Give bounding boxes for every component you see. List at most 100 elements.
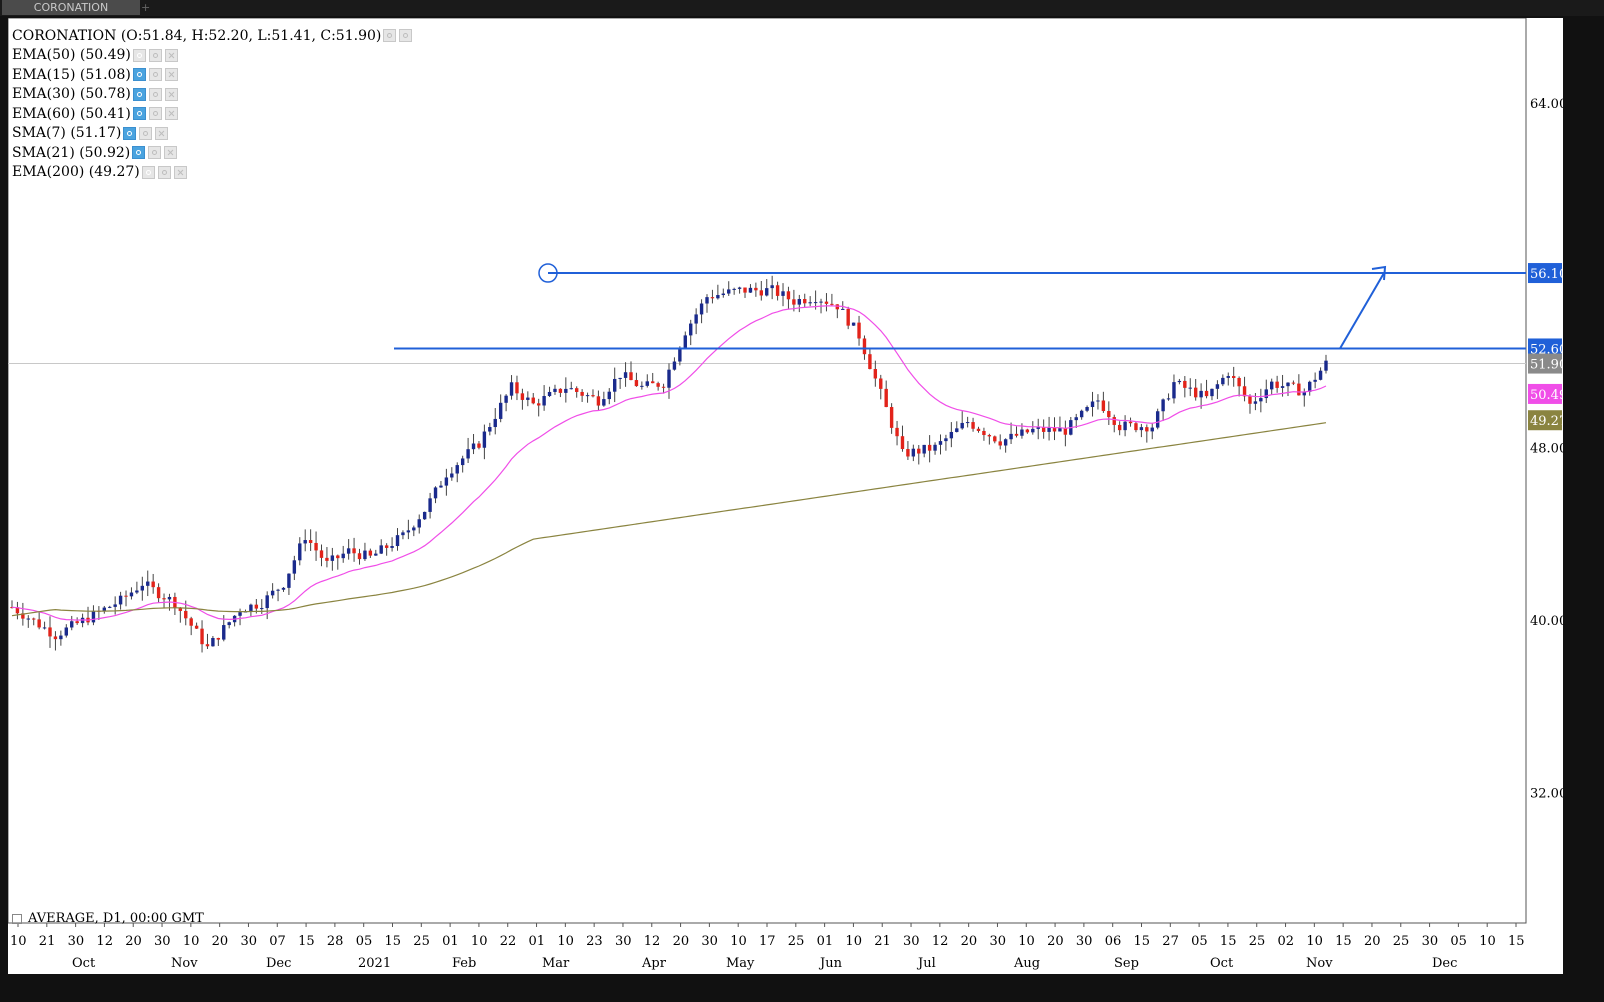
- candle-body: [260, 608, 264, 610]
- candle-body: [59, 635, 63, 640]
- candle-body: [135, 590, 139, 593]
- candle-body: [895, 427, 899, 437]
- chart-canvas[interactable]: 64.0048.0040.0032.0056.1052.6051.9050.49…: [8, 18, 1563, 974]
- candle-body: [455, 465, 459, 474]
- candle-body: [889, 407, 894, 428]
- candle-body: [401, 532, 405, 536]
- x-axis-label: 20: [673, 934, 690, 949]
- eye-icon[interactable]: [132, 146, 146, 160]
- candle-body: [786, 291, 791, 300]
- candle-body: [249, 604, 253, 612]
- candle-body: [965, 422, 970, 424]
- x-axis-label: 30: [615, 934, 632, 949]
- candle-body: [1313, 379, 1317, 382]
- eye-icon[interactable]: [132, 68, 146, 82]
- gear-icon[interactable]: [148, 48, 162, 62]
- x-axis-label: 10: [845, 934, 862, 949]
- candle-body: [1025, 429, 1030, 433]
- chart-legend: CORONATION (O:51.84, H:52.20, L:51.41, C…: [12, 26, 415, 182]
- candle-body: [1139, 427, 1144, 431]
- legend-indicator: SMA(21) (50.92): [12, 143, 415, 163]
- gear-icon[interactable]: [383, 29, 397, 43]
- gear-icon[interactable]: [399, 29, 413, 43]
- candle-body: [406, 530, 411, 533]
- close-icon[interactable]: [164, 87, 178, 101]
- candle-body: [498, 402, 503, 419]
- candle-body: [238, 612, 242, 616]
- close-icon[interactable]: [164, 68, 178, 82]
- candle-body: [444, 477, 449, 486]
- x-axis-month-label: Nov: [171, 956, 198, 971]
- close-icon[interactable]: [164, 107, 178, 121]
- candle-body: [450, 473, 454, 478]
- gear-icon[interactable]: [148, 68, 162, 82]
- close-icon[interactable]: [155, 126, 169, 140]
- candle-body: [1161, 399, 1165, 412]
- candle-body: [53, 636, 58, 640]
- candle-body: [384, 545, 389, 548]
- gear-icon[interactable]: [148, 107, 162, 121]
- candle-body: [368, 550, 373, 556]
- eye-icon[interactable]: [141, 165, 155, 179]
- candle-body: [108, 606, 112, 608]
- candle-body: [873, 369, 878, 379]
- candle-body: [569, 388, 573, 390]
- eye-icon[interactable]: [132, 48, 146, 62]
- candle-body: [336, 555, 340, 559]
- x-axis-month-label: Dec: [1432, 956, 1457, 971]
- candle-body: [102, 607, 107, 611]
- line-anchor-handle[interactable]: [538, 263, 558, 283]
- candle-body: [808, 302, 812, 304]
- candle-body: [466, 449, 470, 459]
- add-tab-button[interactable]: +: [141, 1, 151, 14]
- x-axis-label: 12: [96, 934, 113, 949]
- eye-icon[interactable]: [132, 107, 146, 121]
- x-axis-label: 05: [1191, 934, 1208, 949]
- eye-icon[interactable]: [123, 126, 137, 140]
- close-icon[interactable]: [164, 146, 178, 160]
- y-axis-label: 48.00: [1530, 442, 1563, 457]
- candle-body: [993, 436, 997, 442]
- candle-body: [1128, 421, 1133, 424]
- candle-body: [433, 487, 438, 499]
- tab-coronation[interactable]: CORONATION: [2, 0, 140, 15]
- close-icon[interactable]: [173, 165, 187, 179]
- candle-body: [938, 441, 943, 445]
- gear-icon[interactable]: [157, 165, 171, 179]
- candle-body: [1297, 383, 1301, 396]
- candle-body: [705, 297, 709, 304]
- candle-body: [922, 444, 926, 454]
- candle-body: [1150, 427, 1154, 432]
- x-axis-label: 30: [240, 934, 257, 949]
- close-icon[interactable]: [164, 48, 178, 62]
- gear-icon[interactable]: [148, 87, 162, 101]
- candle-body: [1155, 411, 1160, 428]
- candle-body: [656, 383, 660, 387]
- candle-body: [531, 397, 535, 404]
- x-axis-label: 12: [644, 934, 661, 949]
- gear-icon[interactable]: [148, 146, 162, 160]
- candle-body: [493, 418, 497, 428]
- candle-body: [1041, 427, 1046, 432]
- legend-indicator: EMA(50) (50.49): [12, 46, 415, 66]
- candle-body: [689, 323, 693, 336]
- gear-icon[interactable]: [139, 126, 153, 140]
- candle-body: [1275, 381, 1279, 388]
- x-axis-label: 20: [212, 934, 229, 949]
- candle-body: [602, 399, 606, 406]
- candle-body: [955, 428, 959, 432]
- timeframe-text: AVERAGE, D1, 00:00 GMT: [28, 911, 204, 926]
- x-axis-label: 02: [1278, 934, 1295, 949]
- breakout-arrow[interactable]: [1339, 272, 1385, 349]
- candle-body: [113, 604, 117, 607]
- eye-icon[interactable]: [132, 87, 146, 101]
- chart-area[interactable]: 64.0048.0040.0032.0056.1052.6051.9050.49…: [8, 18, 1563, 974]
- candle-body: [846, 308, 850, 326]
- candle-body: [683, 335, 687, 348]
- x-axis-label: 10: [1306, 934, 1323, 949]
- legend-indicator-label: SMA(7) (51.17): [12, 125, 122, 142]
- candle-body: [547, 391, 552, 397]
- candle-body: [156, 587, 161, 599]
- ema50-line: [11, 305, 1327, 621]
- y-axis-label: 32.00: [1530, 786, 1563, 801]
